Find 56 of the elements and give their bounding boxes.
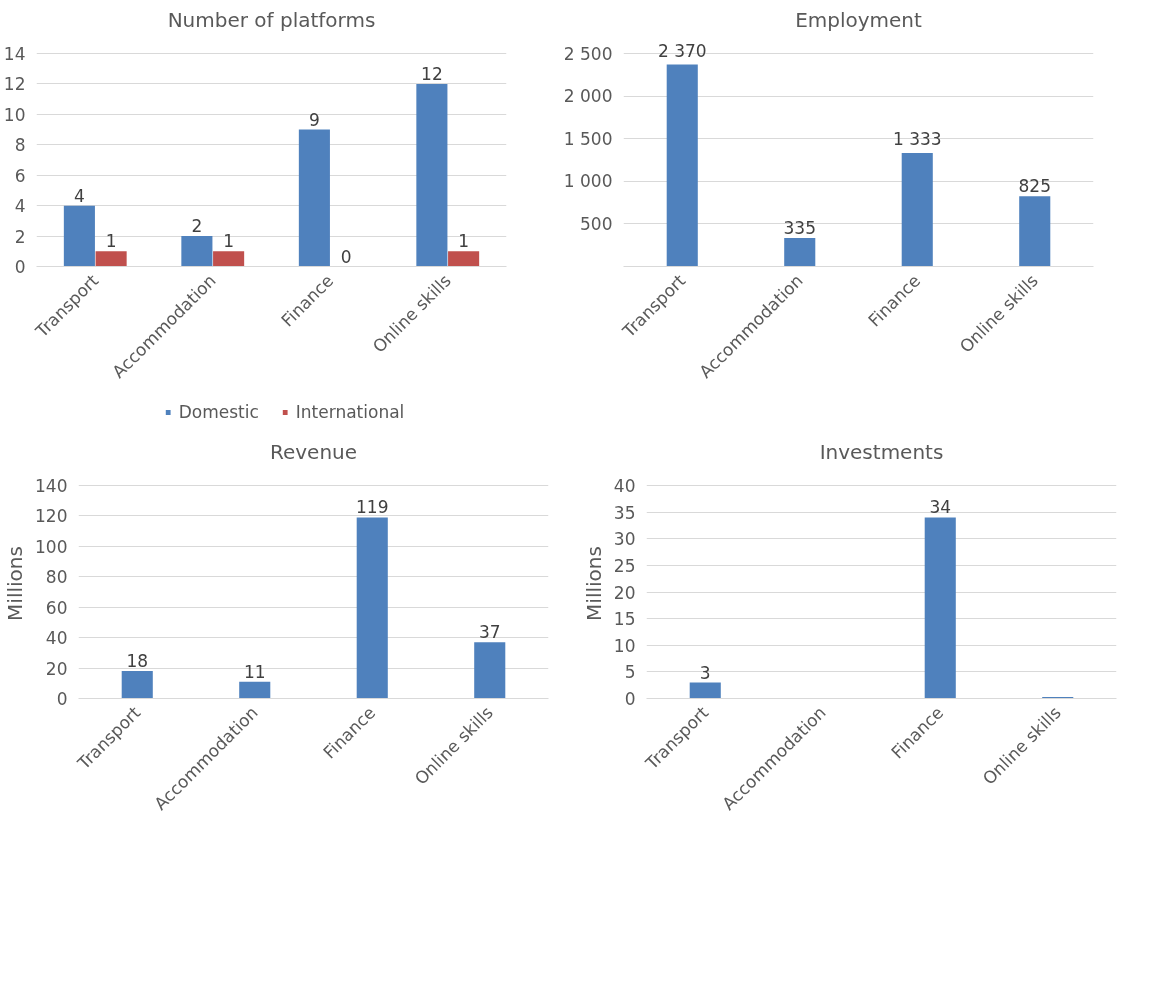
y-tick-label: 1 500 xyxy=(563,128,613,149)
data-label: 825 xyxy=(1018,176,1051,197)
data-label: 1 xyxy=(223,231,235,252)
y-tick-label: 10 xyxy=(3,104,26,125)
y-tick-label: 40 xyxy=(45,628,68,649)
data-label: 34 xyxy=(929,497,952,518)
y-tick-label: 12 xyxy=(3,74,26,95)
y-tick-label: 10 xyxy=(613,635,636,656)
data-label: 1 333 xyxy=(892,128,942,149)
y-tick-label: 35 xyxy=(613,502,636,523)
y-tick-label: 20 xyxy=(45,658,68,679)
chart-title: Employment xyxy=(795,7,923,32)
y-axis-title: Millions xyxy=(581,546,606,621)
legend-label: International xyxy=(295,402,405,422)
data-label: 3 xyxy=(699,662,711,683)
data-label: 4 xyxy=(73,185,85,206)
data-label: 119 xyxy=(356,497,389,518)
y-tick-label: 15 xyxy=(613,609,636,630)
y-tick-label: 1 000 xyxy=(563,171,613,192)
data-label: 2 xyxy=(191,216,203,237)
y-tick-label: 80 xyxy=(45,567,68,588)
data-label: 2 370 xyxy=(657,40,707,61)
data-label: 37 xyxy=(478,622,501,643)
y-tick-label: 5 xyxy=(624,662,636,683)
y-tick-label: 140 xyxy=(35,476,68,497)
data-label: 1 xyxy=(458,231,470,252)
y-tick-label: 0 xyxy=(56,689,68,709)
y-tick-label: 14 xyxy=(3,44,26,65)
y-tick-label: 60 xyxy=(45,597,68,618)
chart-title: Number of platforms xyxy=(167,7,376,32)
y-tick-label: 30 xyxy=(613,529,636,550)
y-tick-label: 2 500 xyxy=(563,43,613,64)
y-tick-label: 40 xyxy=(613,476,636,497)
y-tick-label: 20 xyxy=(613,582,636,603)
data-label: 9 xyxy=(308,109,320,130)
y-tick-label: 100 xyxy=(35,536,68,557)
y-tick-label: 8 xyxy=(14,135,26,156)
y-tick-label: 2 xyxy=(14,226,26,247)
y-tick-label: 25 xyxy=(613,555,636,576)
chart-title: Revenue xyxy=(269,439,358,464)
data-label: 11 xyxy=(243,661,266,682)
legend-label: Domestic xyxy=(178,402,259,422)
data-label: 18 xyxy=(126,651,149,672)
data-label: 335 xyxy=(783,217,816,238)
data-label: 12 xyxy=(421,63,443,84)
data-label: 0 xyxy=(340,246,352,267)
y-axis-title: Millions xyxy=(3,546,28,621)
y-tick-label: 0 xyxy=(14,257,26,277)
y-tick-label: 120 xyxy=(35,506,68,527)
y-tick-label: 0 xyxy=(624,689,636,709)
y-tick-label: 6 xyxy=(14,165,26,186)
y-tick-label: 4 xyxy=(14,196,26,217)
data-label: 1 xyxy=(105,231,117,252)
y-tick-label: 500 xyxy=(580,213,613,234)
chart-title: Investments xyxy=(819,439,944,464)
y-tick-label: 2 000 xyxy=(563,86,613,107)
